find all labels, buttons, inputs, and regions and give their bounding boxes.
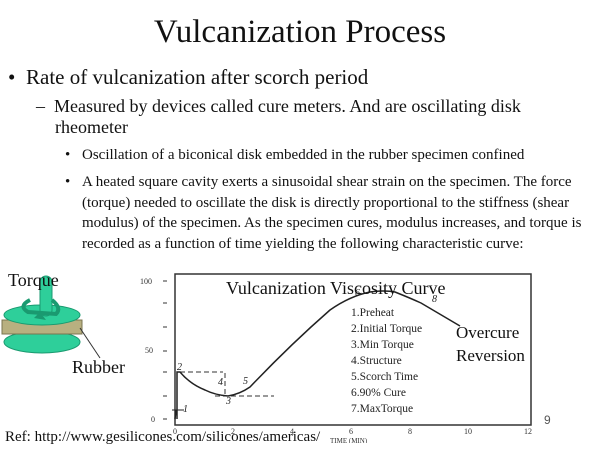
svg-text:3.Min Torque: 3.Min Torque	[351, 339, 414, 351]
svg-text:1.Preheat: 1.Preheat	[351, 307, 395, 319]
chart-legend: 1.Preheat 2.Initial Torque 3.Min Torque …	[351, 307, 422, 415]
page-number: 9	[544, 413, 551, 427]
svg-text:1: 1	[183, 404, 188, 415]
svg-text:50: 50	[145, 346, 153, 355]
svg-text:7.MaxTorque: 7.MaxTorque	[351, 403, 413, 415]
svg-text:2: 2	[177, 362, 182, 373]
svg-text:0: 0	[151, 415, 155, 424]
bullet-level3-oscillation: • Oscillation of a biconical disk embedde…	[65, 145, 525, 165]
point-labels: 1 2 3 4 5 6 8	[177, 288, 437, 415]
bullet-text: Measured by devices called cure meters. …	[54, 96, 521, 116]
svg-text:2.Initial Torque: 2.Initial Torque	[351, 323, 422, 335]
shaft	[39, 275, 53, 317]
slide-title: Vulcanization Process	[153, 14, 447, 50]
torque-label: Torque	[8, 270, 59, 290]
x-axis: 0 2 4 6 8 10 12 TIME (MIN)	[173, 427, 532, 443]
svg-text:6.90% Cure: 6.90% Cure	[351, 387, 406, 399]
svg-text:8: 8	[432, 294, 437, 305]
y-axis: 100 50 0	[140, 277, 155, 424]
arrow-head-icon	[34, 312, 46, 320]
svg-text:4.Structure: 4.Structure	[351, 355, 402, 367]
cure-curve-chart: 100 50 0 0 2 4 6 8 10 12 TIME (MIN) 1 2 …	[140, 273, 532, 443]
rotation-arrow-icon	[21, 298, 61, 317]
svg-text:2: 2	[231, 427, 235, 436]
svg-text:6: 6	[349, 427, 353, 436]
bullet-level2-continuation: rheometer	[55, 117, 128, 137]
chart-title: Vulcanization Viscosity Curve	[226, 278, 445, 298]
bullet-text: A heated square cavity exerts a sinusoid…	[82, 174, 582, 252]
svg-text:Reversion: Reversion	[456, 346, 525, 365]
svg-text:10: 10	[464, 427, 472, 436]
svg-text:4: 4	[218, 377, 223, 388]
svg-text:3: 3	[225, 396, 231, 407]
svg-text:5.Scorch Time: 5.Scorch Time	[351, 371, 418, 383]
x-axis-label: TIME (MIN)	[330, 437, 368, 443]
bullet-level3-heated-cavity: • A heated square cavity exerts a sinusoi…	[65, 172, 582, 254]
svg-text:5: 5	[243, 376, 248, 387]
bullet-marker: •	[65, 147, 71, 163]
reference-link[interactable]: Ref: http://www.gesilicones.com/silicone…	[5, 429, 321, 445]
bullet-text: Oscillation of a biconical disk embedded…	[82, 147, 525, 163]
svg-text:Overcure: Overcure	[456, 323, 519, 342]
bullet-text: Rate of vulcanization after scorch perio…	[26, 65, 369, 89]
svg-text:8: 8	[408, 427, 412, 436]
bullet-level1: • Rate of vulcanization after scorch peri…	[8, 64, 368, 90]
svg-text:6: 6	[355, 288, 360, 299]
bullet-level2: – Measured by devices called cure meters.…	[36, 95, 521, 117]
torque-curve	[174, 290, 461, 420]
rheometer-diagram	[1, 275, 101, 359]
dash-marker: –	[36, 96, 45, 116]
chart-frame	[174, 273, 532, 426]
svg-text:4: 4	[290, 427, 294, 436]
rubber-label: Rubber	[72, 357, 125, 377]
bullet-marker: •	[65, 174, 71, 190]
svg-text:12: 12	[524, 427, 532, 436]
overcure-annotation: Overcure Reversion	[456, 323, 525, 365]
svg-text:0: 0	[173, 427, 177, 436]
rubber-pointer-line	[79, 327, 101, 359]
svg-text:100: 100	[140, 277, 152, 286]
bullet-marker: •	[8, 65, 16, 89]
